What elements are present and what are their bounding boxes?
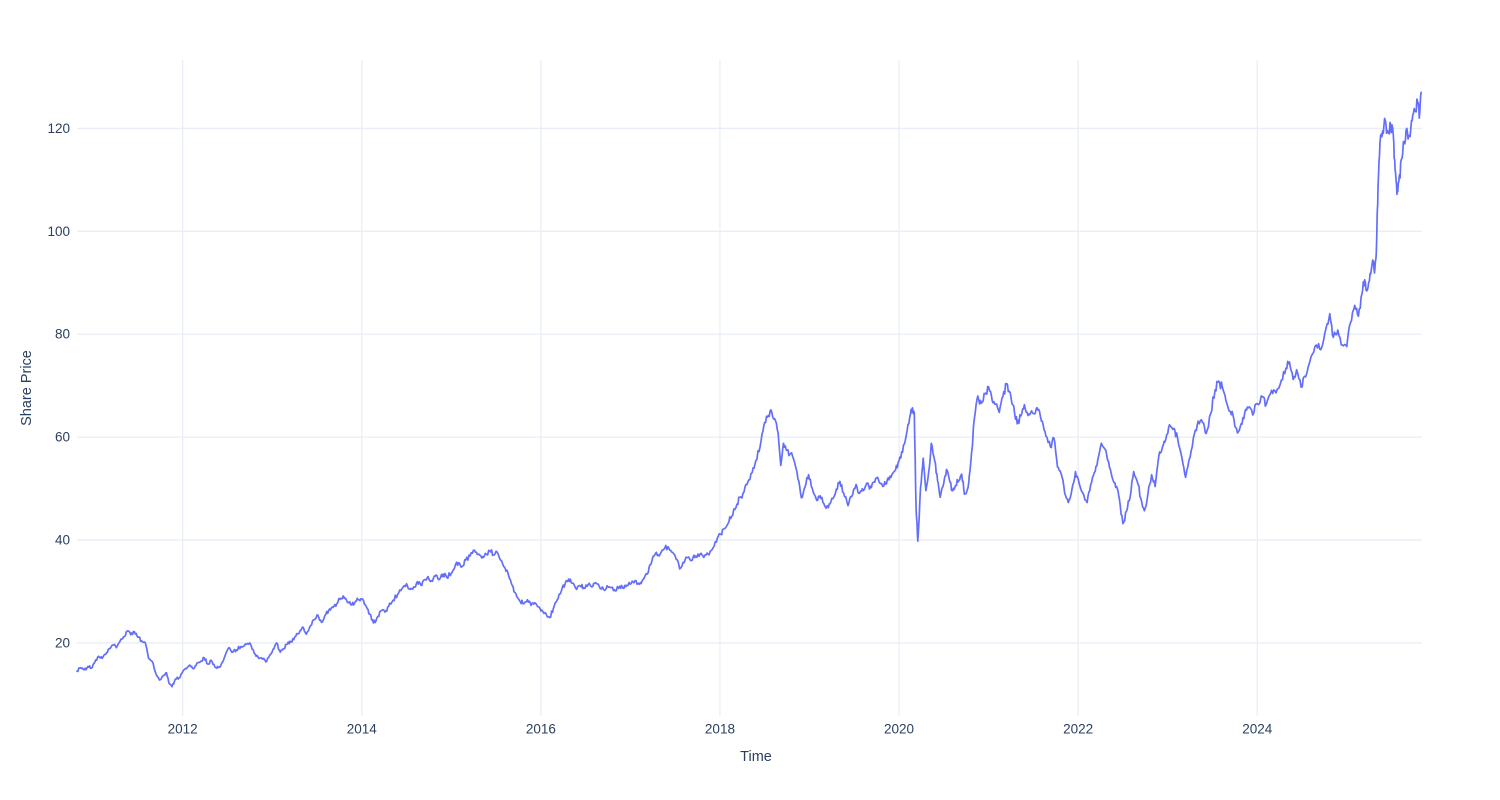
price-line[interactable]: [76, 91, 1422, 688]
y-tick-label: 20: [55, 635, 70, 650]
y-tick-label: 60: [55, 430, 70, 445]
x-tick-label: 2012: [168, 722, 198, 737]
y-tick-label: 40: [55, 533, 70, 548]
y-tick-label: 120: [47, 121, 70, 136]
y-axis-title: Share Price: [19, 350, 35, 426]
x-tick-label: 2024: [1242, 722, 1273, 737]
x-tick-label: 2014: [347, 722, 378, 737]
x-axis-title: Time: [740, 749, 772, 765]
x-tick-label: 2016: [526, 722, 556, 737]
y-tick-label: 100: [47, 224, 70, 239]
x-tick-label: 2022: [1063, 722, 1093, 737]
x-tick-label: 2020: [884, 722, 914, 737]
x-tick-label: 2018: [705, 722, 735, 737]
y-tick-label: 80: [55, 327, 70, 342]
